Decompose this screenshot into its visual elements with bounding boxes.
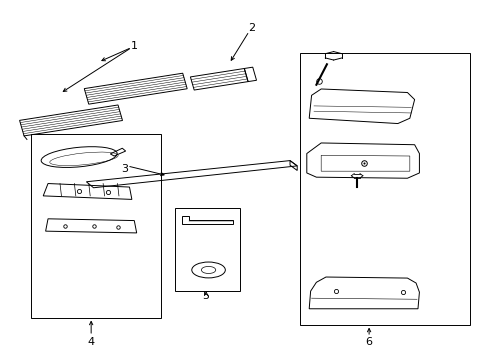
Text: 5: 5 (202, 292, 209, 301)
Text: 3: 3 (121, 165, 128, 174)
Text: 1: 1 (130, 41, 138, 51)
Bar (299, 53, 469, 325)
Text: 4: 4 (87, 337, 95, 347)
Text: 6: 6 (365, 337, 372, 347)
Bar (31, 134, 160, 318)
Bar (175, 208, 239, 291)
Text: 2: 2 (247, 23, 255, 33)
